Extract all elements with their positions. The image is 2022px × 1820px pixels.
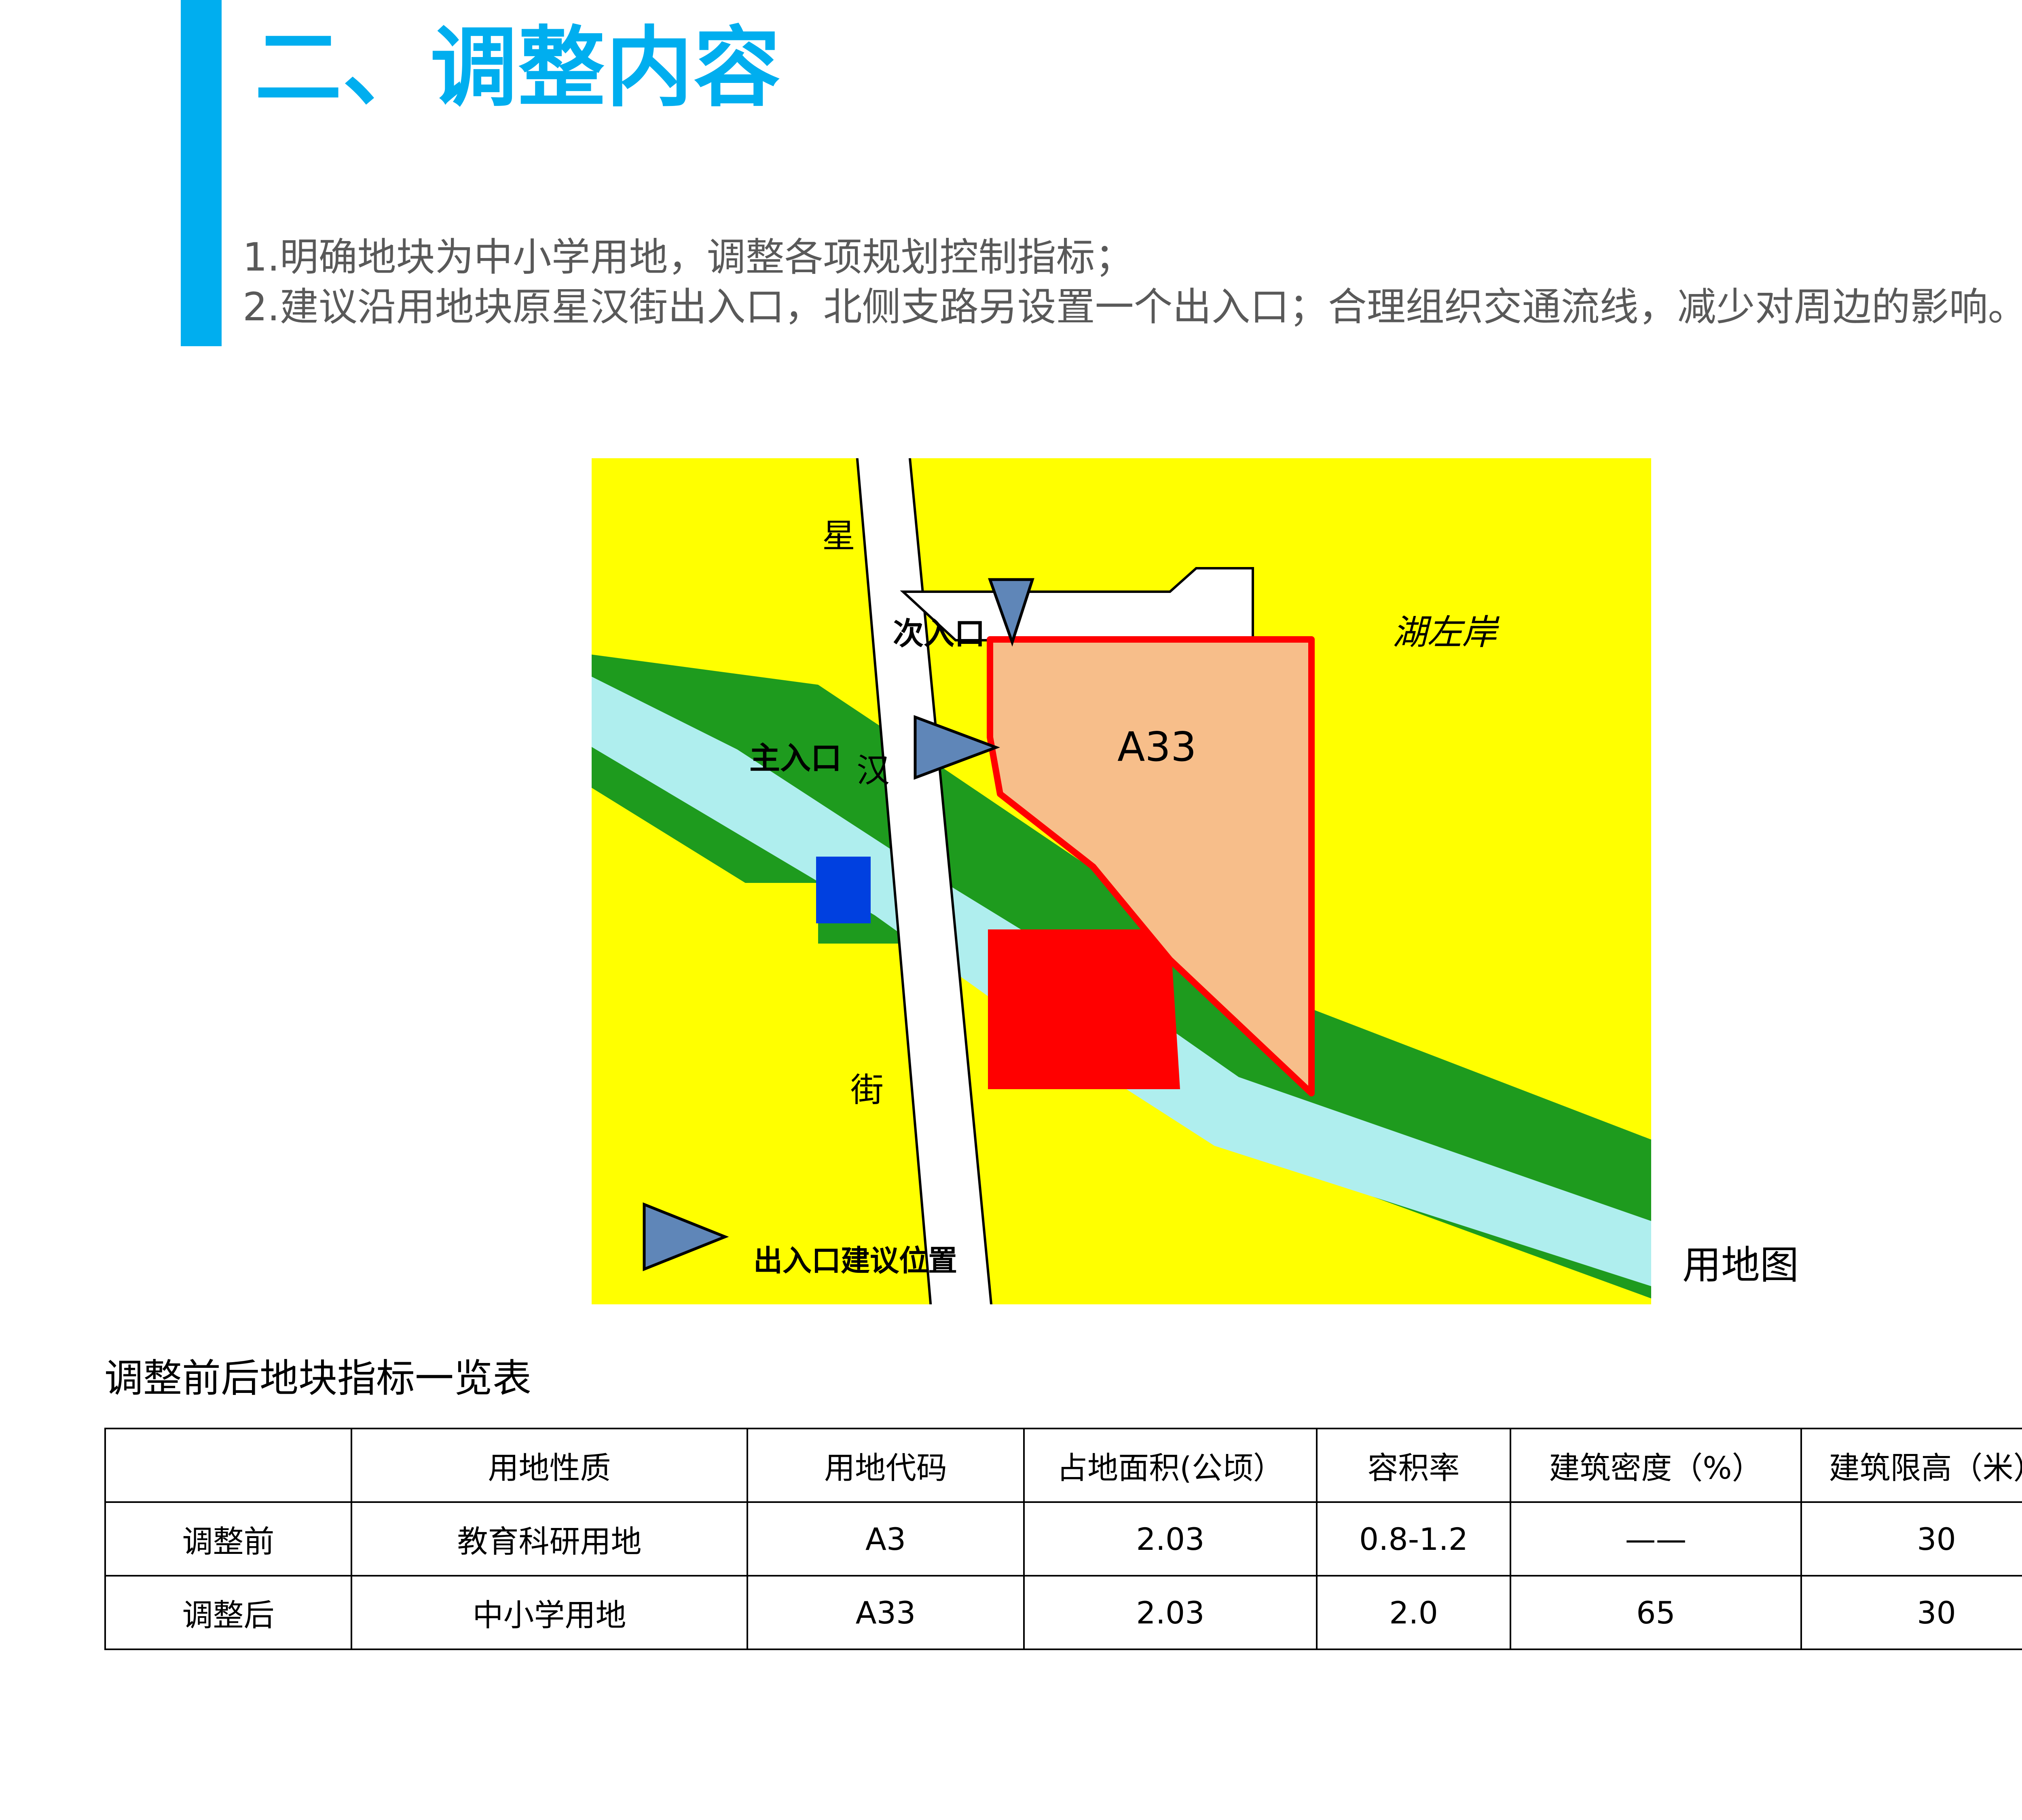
map-canvas xyxy=(592,458,1651,1304)
table-row: 调整前 教育科研用地 A3 2.03 0.8-1.2 —— 30 30-40 xyxy=(104,1501,2022,1577)
th-density: 建筑密度（%） xyxy=(1510,1428,1802,1503)
cell-height: 30 xyxy=(1800,1501,2022,1577)
cell-density: —— xyxy=(1510,1501,1802,1577)
th-height: 建筑限高（米） xyxy=(1800,1428,2022,1503)
cell-far: 2.0 xyxy=(1316,1575,1511,1650)
main-entrance-arrow xyxy=(914,715,1000,780)
map-label-street-top: 星 xyxy=(822,517,856,555)
body-line-2: 2.建议沿用地块原星汉街出入口，北侧支路另设置一个出入口；合理组织交通流线，减少… xyxy=(243,284,2022,330)
vertical-street xyxy=(856,458,993,1304)
cell-land-use: 中小学用地 xyxy=(351,1575,748,1650)
body-text-block: 1.明确地块为中小学用地，调整各项规划控制指标； 2.建议沿用地块原星汉街出入口… xyxy=(243,233,2022,332)
cell-area: 2.03 xyxy=(1023,1575,1318,1650)
indicator-table: 用地性质 用地代码 占地面积(公顷） 容积率 建筑密度（%） 建筑限高（米） 绿… xyxy=(104,1428,2022,1650)
row-label-after: 调整后 xyxy=(104,1575,352,1650)
map-caption: 用地图 xyxy=(1682,1242,1799,1288)
cell-area: 2.03 xyxy=(1023,1501,1318,1577)
red-block xyxy=(988,929,1180,1089)
cell-height: 30 xyxy=(1800,1575,2022,1650)
th-blank xyxy=(104,1428,352,1503)
cell-land-code: A33 xyxy=(747,1575,1025,1650)
title-accent-bar xyxy=(181,0,222,346)
th-far: 容积率 xyxy=(1316,1428,1511,1503)
row-label-before: 调整前 xyxy=(104,1501,352,1577)
table-title: 调整前后地块指标一览表 xyxy=(104,1356,531,1401)
land-use-map: 星 汉 街 次入口 主入口 湖左岸 A33 出入口建议位置 xyxy=(592,458,1651,1304)
map-label-lake-left-bank: 湖左岸 xyxy=(1392,612,1497,653)
map-label-street-bottom: 街 xyxy=(850,1071,884,1109)
map-label-secondary-entrance: 次入口 xyxy=(893,616,985,652)
table-body: 调整前 教育科研用地 A3 2.03 0.8-1.2 —— 30 30-40 调… xyxy=(104,1501,2022,1650)
map-label-main-entrance: 主入口 xyxy=(749,740,842,776)
river-water xyxy=(592,677,1651,1287)
cell-land-use: 教育科研用地 xyxy=(351,1501,748,1577)
body-line-1: 1.明确地块为中小学用地，调整各项规划控制指标； xyxy=(243,235,1134,280)
cell-land-code: A3 xyxy=(747,1501,1025,1577)
th-area: 占地面积(公顷） xyxy=(1023,1428,1318,1503)
page-title: 二、调整内容 xyxy=(255,17,781,119)
map-vector-layer xyxy=(592,458,1651,1304)
map-label-street-mid: 汉 xyxy=(857,751,890,790)
cell-far: 0.8-1.2 xyxy=(1316,1501,1511,1577)
table-row: 调整后 中小学用地 A33 2.03 2.0 65 30 10 xyxy=(104,1575,2022,1650)
legend-entrance-arrow xyxy=(643,1202,729,1272)
cell-density: 65 xyxy=(1510,1575,1802,1650)
map-legend-label: 出入口建议位置 xyxy=(753,1244,958,1278)
th-land-use: 用地性质 xyxy=(351,1428,748,1503)
table-header-row: 用地性质 用地代码 占地面积(公顷） 容积率 建筑密度（%） 建筑限高（米） 绿… xyxy=(104,1428,2022,1503)
table-head: 用地性质 用地代码 占地面积(公顷） 容积率 建筑密度（%） 建筑限高（米） 绿… xyxy=(104,1428,2022,1503)
th-land-code: 用地代码 xyxy=(747,1428,1025,1503)
blue-building xyxy=(816,857,871,923)
secondary-entrance-arrow xyxy=(988,578,1034,647)
map-label-parcel-code: A33 xyxy=(1117,723,1197,770)
